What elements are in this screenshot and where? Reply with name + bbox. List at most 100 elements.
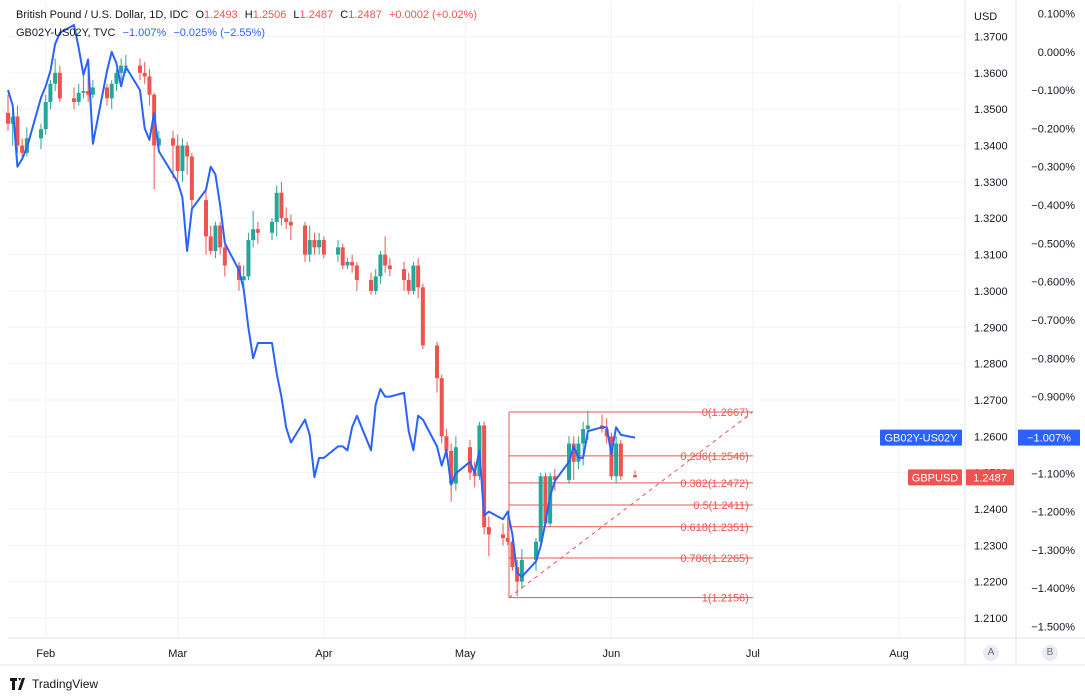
legend-symbol: British Pound / U.S. Dollar, 1D, IDC <box>16 9 189 21</box>
candle-body <box>39 129 43 139</box>
auto-scale-button[interactable]: A <box>983 645 999 661</box>
candle-body <box>486 527 491 535</box>
overlay-tick-label: −0.600% <box>1031 277 1075 289</box>
candle-body <box>609 436 614 477</box>
overlay-tick-label: −0.900% <box>1031 392 1075 404</box>
candle-body <box>138 65 142 73</box>
candle-body <box>6 112 10 124</box>
candle-body <box>354 265 359 281</box>
price-tick-label: 1.3400 <box>974 141 1008 153</box>
price-tick-label: 1.3000 <box>974 286 1008 298</box>
candle-body <box>175 145 180 171</box>
candle-body <box>246 240 251 277</box>
candle-body <box>505 538 510 542</box>
price-tick-label: 1.3300 <box>974 177 1008 189</box>
footer-brand: TradingView <box>32 677 99 691</box>
tradingview-logo-icon <box>10 678 25 690</box>
candle-body <box>543 476 548 524</box>
fib-level-label: 0(1.2667) <box>702 407 749 419</box>
candle-body <box>336 247 340 255</box>
candle-body <box>411 265 416 291</box>
legend-high: 1.2506 <box>252 9 287 21</box>
legend-low: 1.2487 <box>299 9 334 21</box>
candle-body <box>369 280 373 291</box>
candle-body <box>204 200 208 237</box>
candle-body <box>472 472 477 477</box>
candle-body <box>251 229 256 241</box>
candle-body <box>171 138 175 146</box>
price-tick-label: 1.3100 <box>974 250 1008 262</box>
candle-body <box>307 240 312 255</box>
candle-body <box>519 559 524 582</box>
candle-body <box>222 247 227 266</box>
candle-body <box>270 221 274 233</box>
candle-body <box>340 247 345 266</box>
candle-body <box>156 138 161 146</box>
price-value-tag <box>966 469 1014 486</box>
candle-body <box>345 261 350 266</box>
price-tick-label: 1.2600 <box>974 431 1008 443</box>
candle-body <box>618 443 623 477</box>
right-scale-button[interactable]: B <box>1042 645 1058 661</box>
candle-body <box>449 450 454 484</box>
candle-body <box>501 534 505 539</box>
price-tick-label: 1.3500 <box>974 104 1008 116</box>
overlay-tick-label: −0.200% <box>1031 123 1075 135</box>
candle-body <box>20 145 25 153</box>
price-tick-label: 1.2700 <box>974 395 1008 407</box>
candle-body <box>581 429 586 444</box>
candle-body <box>444 436 449 451</box>
candle-body <box>48 83 53 102</box>
price-name-tag <box>908 469 962 486</box>
candle-body <box>510 541 515 568</box>
overlay-value-tag-label: −1.007% <box>1027 433 1071 445</box>
candle-body <box>534 541 538 560</box>
candle-body <box>576 443 581 462</box>
candle-body <box>284 218 289 222</box>
candle-body <box>420 287 425 346</box>
price-axis-title: USD <box>974 11 997 23</box>
candle-body <box>383 254 388 266</box>
candle-body <box>218 225 223 248</box>
candle-body <box>76 92 81 102</box>
candle-body <box>10 116 15 124</box>
price-name-tag-label: GBPUSD <box>912 472 959 484</box>
candle-body <box>387 265 392 270</box>
candle-body <box>208 236 213 251</box>
main-series-legend: British Pound / U.S. Dollar, 1D, IDC O1.… <box>16 9 478 21</box>
overlay-value: −1.007% <box>122 27 167 39</box>
candle-body <box>312 240 317 248</box>
overlay-tick-label: −0.100% <box>1031 85 1075 97</box>
overlay-tick-label: 0.000% <box>1038 47 1076 59</box>
candle-body <box>57 72 62 99</box>
candle-body <box>43 101 48 130</box>
candle-body <box>180 145 185 171</box>
fib-level-label: 0.236(1.2546) <box>680 451 749 463</box>
candle-body <box>373 276 378 291</box>
candle-body <box>147 76 152 95</box>
time-tick-label: Aug <box>889 648 909 660</box>
price-tick-label: 1.2200 <box>974 577 1008 589</box>
candle-body <box>614 443 619 477</box>
time-tick-label: Jun <box>603 648 621 660</box>
overlay-name-tag <box>880 429 962 446</box>
candle-body <box>482 425 487 528</box>
overlay-series-legend: GB02Y-US02Y, TVC −1.007% −0.025% (−2.55%… <box>16 27 269 39</box>
candle-body <box>72 98 76 102</box>
candle-body <box>274 192 279 222</box>
fib-level-label: 0.5(1.2411) <box>693 500 748 512</box>
candle-body <box>552 476 557 480</box>
candle-body <box>241 276 246 281</box>
price-tick-label: 1.2900 <box>974 322 1008 334</box>
price-tick-label: 1.2400 <box>974 504 1008 516</box>
overlay-tick-label: −1.400% <box>1031 583 1075 595</box>
candle-body <box>53 72 58 84</box>
candle-body <box>213 225 218 251</box>
candle-body <box>515 567 520 582</box>
price-tick-label: 1.3600 <box>974 68 1008 80</box>
candle-body <box>571 443 576 462</box>
candle-body <box>416 265 421 288</box>
candle-body <box>585 425 590 430</box>
candle-body <box>81 91 86 93</box>
